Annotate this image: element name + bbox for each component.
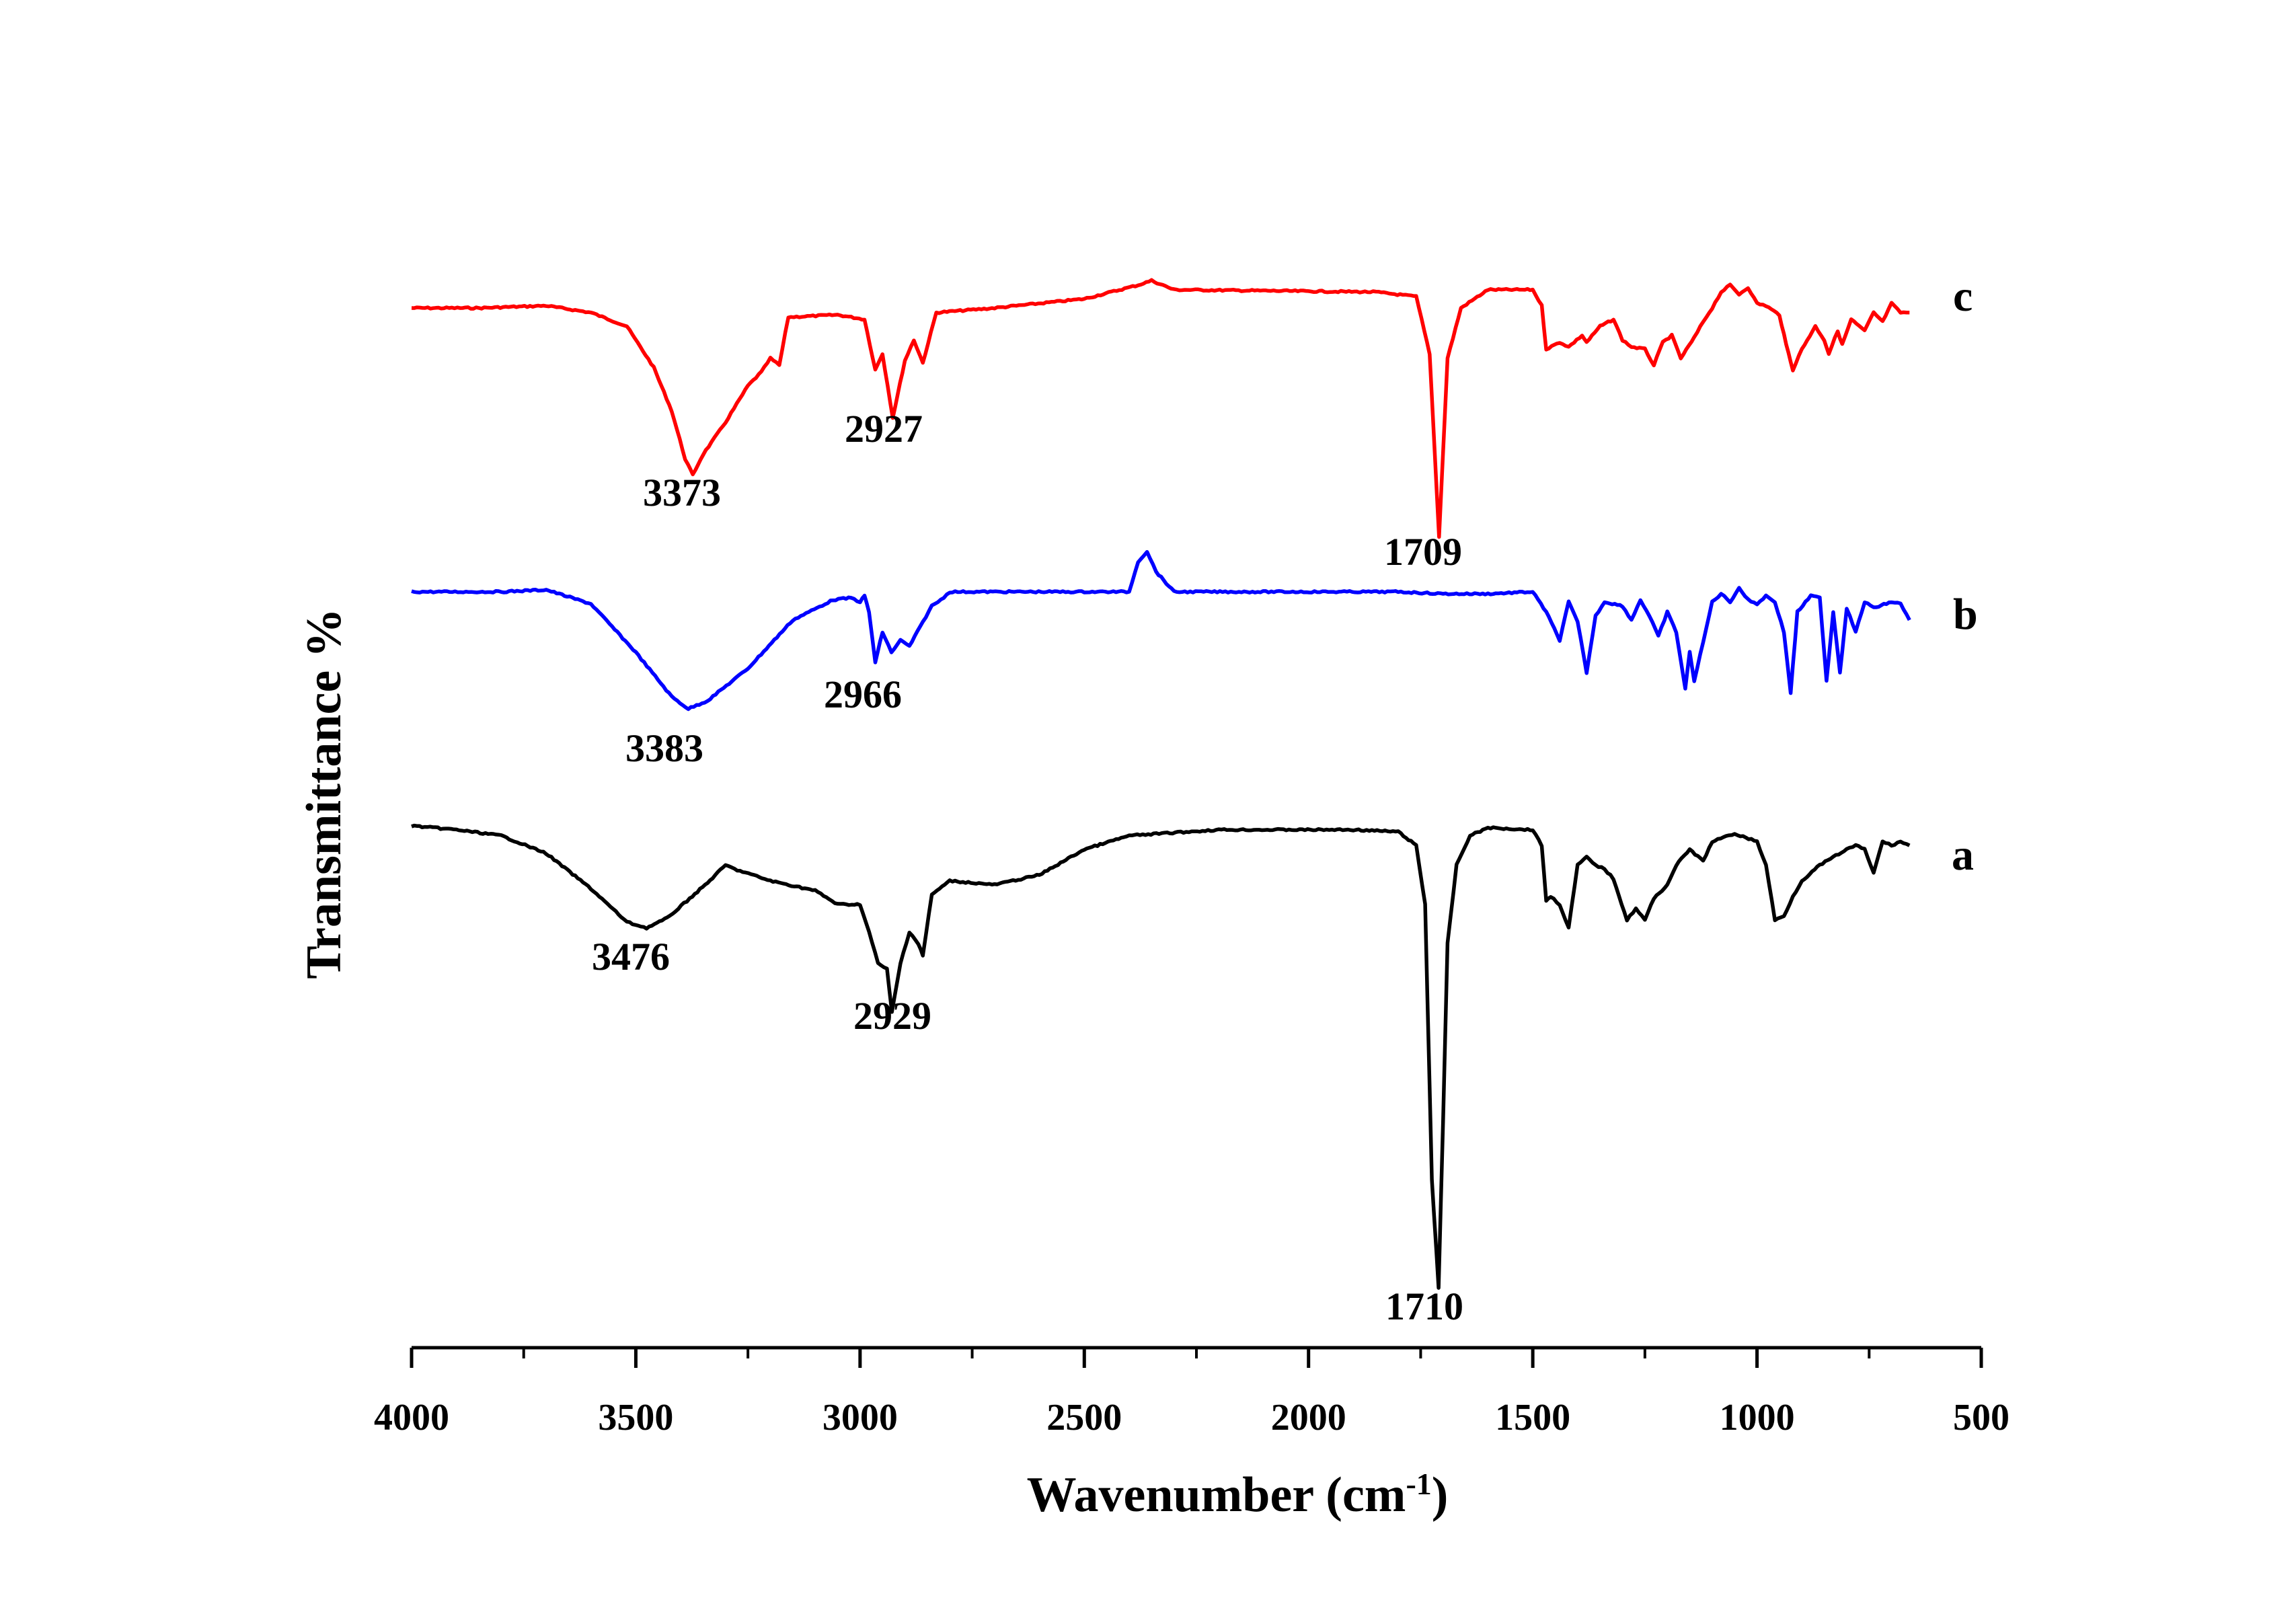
x-axis-title-sup: -1 bbox=[1406, 1467, 1431, 1501]
x-tick-label-2500: 2500 bbox=[1046, 1397, 1122, 1438]
x-tick-label-1000: 1000 bbox=[1720, 1397, 1795, 1438]
y-axis-title: Transmittance % bbox=[297, 608, 352, 979]
peak-label-c-1709: 1709 bbox=[1384, 530, 1462, 574]
series-c-line bbox=[411, 278, 1910, 539]
x-tick-label-3500: 3500 bbox=[598, 1397, 673, 1438]
peak-label-a-1710: 1710 bbox=[1385, 1284, 1463, 1328]
x-tick-label-500: 500 bbox=[1953, 1397, 2010, 1438]
x-tick-label-2000: 2000 bbox=[1271, 1397, 1346, 1438]
peak-label-c-2927: 2927 bbox=[845, 407, 923, 451]
x-tick-label-1500: 1500 bbox=[1495, 1397, 1570, 1438]
series-a-line bbox=[411, 823, 1911, 1290]
peak-label-c-3373: 3373 bbox=[643, 471, 721, 514]
series-c-label: c bbox=[1953, 272, 1973, 321]
x-axis-title-main: Wavenumber (cm bbox=[1027, 1467, 1406, 1523]
series-b-label: b bbox=[1953, 590, 1978, 639]
series-a-label: a bbox=[1952, 831, 1974, 880]
series-layer bbox=[411, 278, 1911, 1290]
x-axis-title: Wavenumber (cm-1) bbox=[1027, 1467, 1449, 1523]
x-tick-label-3000: 3000 bbox=[822, 1397, 898, 1438]
peak-label-a-2929: 2929 bbox=[853, 994, 931, 1038]
peak-label-a-3476: 3476 bbox=[592, 935, 670, 978]
peak-label-b-3383: 3383 bbox=[625, 726, 703, 770]
annotation-layer: c b a 3373 2927 1709 3383 2966 3476 2929 1710 bbox=[592, 272, 1978, 1328]
series-b-line bbox=[411, 549, 1911, 712]
x-axis: 4000 3500 3000 2500 2000 1500 1000 500 bbox=[374, 1346, 2010, 1438]
x-axis-title-close: ) bbox=[1432, 1467, 1449, 1523]
x-tick-label-4000: 4000 bbox=[374, 1397, 449, 1438]
peak-label-b-2966: 2966 bbox=[824, 672, 902, 716]
